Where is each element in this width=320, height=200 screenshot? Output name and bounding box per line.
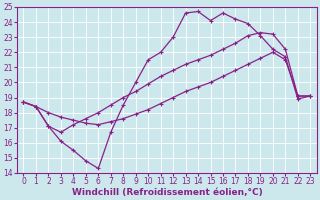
X-axis label: Windchill (Refroidissement éolien,°C): Windchill (Refroidissement éolien,°C) xyxy=(72,188,262,197)
